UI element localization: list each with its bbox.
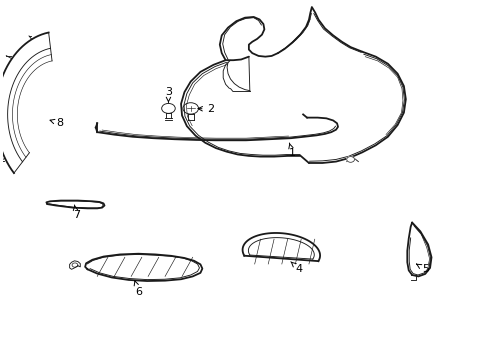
Text: 1: 1 xyxy=(289,143,296,158)
Circle shape xyxy=(347,157,354,162)
Text: 6: 6 xyxy=(134,281,142,297)
Text: 2: 2 xyxy=(198,104,215,114)
Text: 5: 5 xyxy=(416,264,429,274)
Text: 7: 7 xyxy=(73,205,80,220)
Text: 8: 8 xyxy=(50,118,64,128)
Text: 4: 4 xyxy=(291,262,303,274)
Text: 3: 3 xyxy=(165,87,172,103)
